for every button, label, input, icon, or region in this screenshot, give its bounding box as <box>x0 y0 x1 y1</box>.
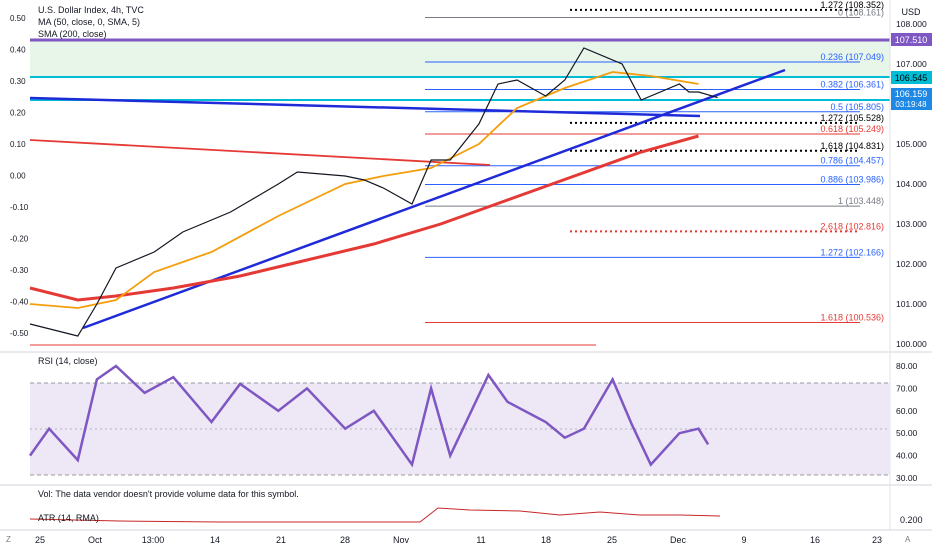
ma50-line <box>29 71 699 309</box>
left-axis-tick: 0.10 <box>10 140 26 149</box>
ma-label[interactable]: MA (50, close, 0, SMA, 5) <box>38 17 140 27</box>
time-axis: 25 Oct 13:00 14 21 28 Nov 11 18 25 Dec 9 16 23 <box>35 535 882 545</box>
resistance-tag[interactable] <box>891 33 932 46</box>
left-axis-tick: 0.20 <box>10 109 26 118</box>
fib-level-label: 1 (103.448) <box>838 196 884 206</box>
price-axis-tick: 104.000 <box>896 179 927 189</box>
price-axis-tick: 105.000 <box>896 139 927 149</box>
left-axis-tick: 0.30 <box>10 77 26 86</box>
auto-scale-icon[interactable]: A <box>905 535 911 544</box>
rsi-axis-tick: 40.00 <box>896 451 918 461</box>
left-axis-tick: -0.30 <box>10 266 29 275</box>
level-tag-label: 106.545 <box>895 73 928 83</box>
price-axis-tick: 100.000 <box>896 339 927 349</box>
time-axis-label: 11 <box>476 535 485 545</box>
time-axis-label: 25 <box>35 535 45 545</box>
left-axis-tick: -0.10 <box>10 203 29 212</box>
time-axis-label: 23 <box>872 535 882 545</box>
rsi-axis-tick: 60.00 <box>896 406 918 416</box>
currency-button-bg[interactable] <box>891 2 931 20</box>
fib-levels: 1.272 (108.352)0 (108.161) 0.236 (107.049… <box>425 0 884 324</box>
z-icon[interactable]: Z <box>6 535 11 544</box>
rsi-axis: 80.00 70.00 60.00 50.00 40.00 30.00 <box>896 361 918 483</box>
time-axis-label: 25 <box>607 535 617 545</box>
time-axis-label: Oct <box>88 535 103 545</box>
left-axis-tick: -0.20 <box>10 235 29 244</box>
fib-level-label: 0.382 (106.361) <box>820 80 884 90</box>
sma200-line <box>29 134 699 302</box>
time-axis-label: Dec <box>670 535 687 545</box>
time-axis-label: 9 <box>741 535 746 545</box>
atr-line <box>29 507 721 523</box>
time-axis-label: 14 <box>210 535 220 545</box>
price-axis-tick: 101.000 <box>896 299 927 309</box>
fib-level-label: 0.5 (105.805) <box>830 102 884 112</box>
fib-level-label: 1.618 (104.831) <box>820 141 884 151</box>
price-line <box>29 47 718 337</box>
left-axis-tick: 0.50 <box>10 14 26 23</box>
price-axis-tick: 107.000 <box>896 59 927 69</box>
fib-level-label: 1.272 (108.352) <box>820 0 884 10</box>
fib-level-label: 0 (108.161) <box>838 8 884 18</box>
rsi-axis-tick: 80.00 <box>896 361 918 371</box>
trendline-rising[interactable] <box>82 68 786 330</box>
resistance-tag-label: 107.510 <box>895 35 928 45</box>
time-axis-label: 13:00 <box>142 535 165 545</box>
fib-level-label: 0.236 (107.049) <box>820 52 884 62</box>
countdown-label: 03:19:48 <box>895 100 927 109</box>
time-axis-label: Nov <box>393 535 410 545</box>
atr-tick: 0.200 <box>900 515 923 525</box>
vol-label[interactable]: Vol: The data vendor doesn't provide vol… <box>38 489 299 499</box>
fib-level-label: 1.272 (105.528) <box>820 113 884 123</box>
time-axis-label: 18 <box>541 535 551 545</box>
trendline-horizontal[interactable] <box>29 96 701 118</box>
rsi-label[interactable]: RSI (14, close) <box>38 356 98 366</box>
rsi-layer <box>28 364 710 468</box>
left-axis-tick: 0.00 <box>10 172 26 181</box>
fib-level-label: 1.272 (102.166) <box>820 247 884 257</box>
price-pane-lower <box>30 258 890 353</box>
price-axis-tick: 108.000 <box>896 19 927 29</box>
left-axis-tick: 0.40 <box>10 46 26 55</box>
left-axis-tick: -0.40 <box>10 298 29 307</box>
time-axis-label: 16 <box>810 535 820 545</box>
sma-label[interactable]: SMA (200, close) <box>38 29 107 39</box>
resistance-zone <box>30 40 890 78</box>
fib-level-label: 2.618 (102.816) <box>820 221 884 231</box>
left-axis-tick: -0.50 <box>10 329 29 338</box>
rsi-axis-tick: 50.00 <box>896 428 918 438</box>
fib-level-label: 0.886 (103.986) <box>820 175 884 185</box>
time-axis-label: 28 <box>340 535 350 545</box>
trendline-red[interactable] <box>29 139 491 166</box>
time-axis-label: 21 <box>276 535 286 545</box>
rsi-line <box>28 364 710 468</box>
chart-title[interactable]: U.S. Dollar Index, 4h, TVC <box>38 5 144 15</box>
atr-label[interactable]: ATR (14, RMA) <box>38 513 99 523</box>
fib-level-label: 0.786 (104.457) <box>820 156 884 166</box>
level-tag[interactable] <box>891 71 932 84</box>
fib-level-label: 0.618 (105.249) <box>820 124 884 134</box>
left-axis: 0.50 0.40 0.30 0.20 0.10 0.00 -0.10 -0.20 -0.30 -… <box>10 14 29 338</box>
price-axis: 108.000107.000106.000105.000104.000103.0… <box>896 19 927 349</box>
currency-button[interactable]: USD <box>901 7 921 17</box>
last-price-label: 106.159 <box>895 89 928 99</box>
rsi-axis-tick: 70.00 <box>896 383 918 393</box>
series-layer <box>29 47 718 337</box>
price-axis-tick: 102.000 <box>896 259 927 269</box>
fib-level-label: 1.618 (100.536) <box>820 313 884 323</box>
price-axis-tick: 103.000 <box>896 219 927 229</box>
rsi-axis-tick: 30.00 <box>896 473 918 483</box>
last-price-tag[interactable] <box>891 88 932 110</box>
